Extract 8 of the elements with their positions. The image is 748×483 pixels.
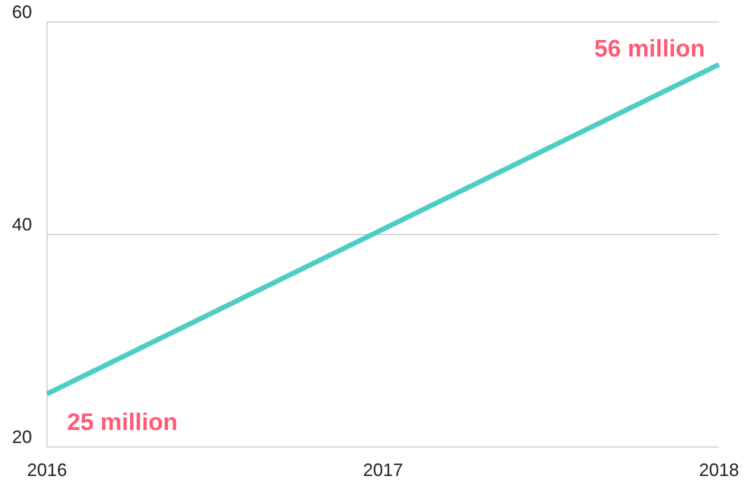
annotation: 56 million [594,36,705,62]
y-tick-label: 20 [12,427,32,447]
x-tick-label: 2016 [26,460,68,480]
y-tick-label: 40 [12,214,32,234]
y-tick-label: 60 [12,2,32,22]
x-tick-label: 2018 [698,460,740,480]
annotation: 25 million [67,408,178,436]
x-tick-label: 2017 [362,460,404,480]
